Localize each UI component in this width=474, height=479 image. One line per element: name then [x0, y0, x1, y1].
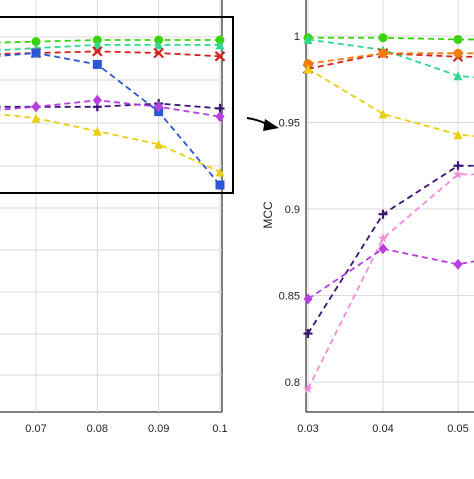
left-series-1-point-3 [92, 35, 102, 45]
right-y-tick-label-3: 0.9 [285, 204, 300, 216]
right-y-tick-label-2: 0.95 [279, 118, 300, 130]
right-series-6-point-3 [453, 161, 463, 171]
left-series-3-point-4 [153, 47, 164, 59]
right-y-tick-label-4: 0.85 [279, 291, 300, 303]
right-series-5-point-2 [378, 109, 388, 119]
right-series-6-line [307, 164, 474, 335]
right-series-5-point-1 [303, 64, 313, 74]
right-series-4-point-1 [303, 59, 313, 69]
right-y-tick-label-5: 0.8 [285, 377, 300, 389]
left-series-6-point-3 [92, 94, 102, 106]
right-series-8-point-1 [303, 293, 313, 305]
left-series-4-point-5 [215, 180, 225, 190]
left-series-2-point-5 [215, 40, 225, 50]
left-series-6-point-5 [215, 111, 225, 123]
left-series-6-point-4 [154, 101, 164, 113]
right-series-6-point-2 [378, 209, 388, 219]
right-series-8-point-3 [453, 258, 463, 270]
right-series-7-point-3 [452, 168, 464, 179]
right-x-tick-label-3: 0.05 [447, 423, 468, 435]
right-series-1-point-3 [453, 34, 463, 44]
right-chart-panel: 1 0.95 0.9 0.85 0.8 0.03 0.04 0.05 MCC [261, 0, 474, 435]
left-chart-panel: 0.07 0.08 0.09 0.1 [0, 0, 228, 435]
right-series-4-point-3 [453, 48, 463, 58]
left-series-2-point-3 [92, 40, 102, 50]
right-series-3-line [307, 52, 474, 70]
right-series-5-point-3 [453, 130, 463, 140]
right-series-7-point-2 [377, 232, 389, 243]
right-series-2-point-3 [453, 71, 463, 81]
right-series-8-line [307, 247, 474, 300]
left-series-1-point-4 [154, 35, 164, 45]
left-x-tick-label-2: 0.08 [87, 423, 108, 435]
left-series-3-point-5 [214, 51, 226, 62]
right-series-1-line [308, 36, 474, 41]
left-series-7-point-2 [31, 113, 41, 123]
left-series-2-point-4 [154, 40, 164, 50]
left-series-1-point-5 [215, 35, 225, 45]
right-x-tick-label-2: 0.04 [372, 423, 393, 435]
right-series-2-point-1 [303, 34, 313, 44]
left-series-4-point-3 [92, 59, 102, 69]
right-series-2-line [307, 38, 474, 79]
left-series-1-point-2 [31, 37, 41, 47]
inset-box [0, 16, 234, 194]
left-series-4-point-2 [31, 48, 41, 58]
zoom-arrow [246, 117, 279, 131]
left-series-7-point-5 [215, 167, 225, 177]
right-series-7-point-1 [302, 383, 314, 394]
right-series-5-line [307, 68, 474, 137]
right-y-tick-label-1: 1 [294, 31, 300, 43]
right-series-4-line [307, 52, 474, 65]
left-series-3-point-3 [92, 46, 103, 57]
left-x-tick-label-1: 0.07 [25, 423, 46, 435]
left-series-6-point-2 [31, 101, 41, 113]
right-x-tick-label-1: 0.03 [297, 423, 318, 435]
right-series-1-point-2 [378, 33, 388, 43]
right-series-8-point-2 [378, 243, 388, 255]
right-series-7-line [307, 173, 474, 390]
left-x-tick-label-3: 0.09 [148, 423, 169, 435]
left-series-7-point-4 [154, 139, 164, 149]
left-series-4-line [0, 52, 221, 186]
right-series-4-point-2 [378, 48, 388, 58]
inset-rectangle [0, 16, 234, 194]
right-series-6-point-1 [303, 329, 313, 339]
left-series-7-point-3 [92, 126, 102, 136]
arrow-head [263, 119, 279, 131]
right-y-axis-label: MCC [261, 201, 275, 229]
left-x-tick-label-4: 0.1 [212, 423, 227, 435]
